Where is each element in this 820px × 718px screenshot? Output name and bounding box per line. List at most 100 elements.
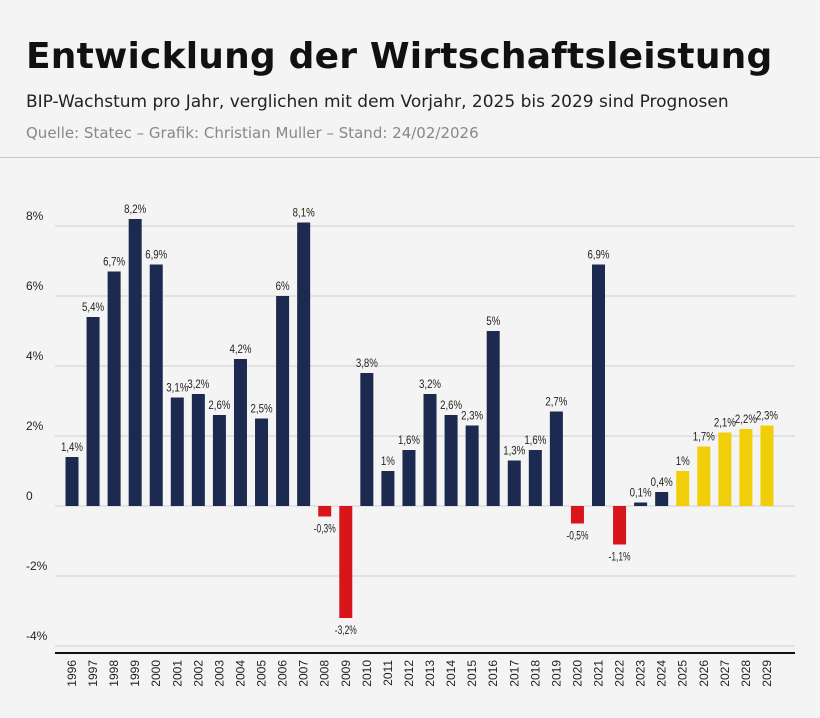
x-tick-label: 2013 [423, 660, 437, 687]
chart-title: Entwicklung der Wirtschaftsleistung [26, 36, 773, 77]
bar-2026 [697, 446, 711, 506]
data-label: 4,2% [229, 342, 251, 356]
bar-2029 [760, 425, 774, 506]
data-label: 1,4% [61, 440, 83, 454]
data-label: 1,6% [524, 433, 546, 447]
data-label: -1,1% [609, 550, 631, 564]
x-tick-label: 1998 [107, 660, 121, 687]
x-tick-label: 2021 [592, 660, 606, 687]
x-tick-label: 2027 [718, 660, 732, 687]
bar-2005 [255, 418, 269, 506]
data-label: 1,7% [693, 430, 715, 444]
data-label: 3,2% [187, 377, 209, 391]
chart-subtitle: BIP-Wachstum pro Jahr, verglichen mit de… [26, 92, 729, 112]
bar-2000 [149, 264, 163, 506]
x-tick-label: 2019 [549, 660, 563, 687]
bar-2014 [444, 415, 458, 506]
bar-2016 [486, 331, 500, 506]
x-tick-label: 2003 [212, 660, 226, 687]
x-tick-label: 2025 [676, 660, 690, 687]
data-label: 2,3% [461, 409, 483, 423]
data-label: 6% [276, 279, 290, 293]
x-tick-label: 2011 [381, 660, 395, 686]
y-tick-label: -4% [26, 629, 48, 643]
bar-2011 [381, 471, 395, 506]
data-label: 0,1% [630, 486, 652, 500]
data-label: 6,9% [588, 248, 610, 262]
y-tick-label: 6% [26, 279, 44, 293]
bar-2024 [655, 492, 669, 506]
data-label: 3,1% [166, 381, 188, 395]
bar-2015 [465, 425, 479, 506]
data-label: -0,3% [314, 522, 336, 536]
x-tick-label: 2017 [507, 660, 521, 687]
x-tick-label: 2009 [339, 660, 353, 687]
data-label: 6,7% [103, 255, 125, 269]
x-tick-label: 2026 [697, 660, 711, 687]
bar-2012 [402, 450, 416, 506]
bar-2019 [549, 411, 563, 506]
x-tick-label: 2002 [191, 660, 205, 687]
y-tick-label: 0 [26, 489, 33, 503]
bar-2009 [339, 506, 353, 618]
data-label: 3,8% [356, 356, 378, 370]
x-tick-label: 2001 [170, 660, 184, 687]
x-tick-label: 2020 [570, 660, 584, 687]
data-label: 2,6% [440, 398, 462, 412]
bar-2010 [360, 373, 374, 506]
data-label: 2,1% [714, 416, 736, 430]
x-tick-label: 2018 [528, 660, 542, 687]
data-label: -0,5% [566, 529, 588, 543]
x-tick-label: 2015 [465, 660, 479, 687]
x-tick-label: 2028 [739, 660, 753, 687]
bar-1997 [86, 317, 100, 506]
bar-2002 [191, 394, 205, 506]
data-label: 1,6% [398, 433, 420, 447]
bar-2017 [507, 460, 521, 506]
x-tick-label: 2010 [360, 660, 374, 687]
bar-2020 [570, 506, 584, 524]
bar-2027 [718, 432, 732, 506]
data-label: 3,2% [419, 377, 441, 391]
x-tick-label: 2029 [760, 660, 774, 687]
bar-2021 [592, 264, 605, 506]
data-label: 6,9% [145, 248, 167, 262]
data-label: 2,7% [545, 395, 567, 409]
bar-2008 [318, 506, 332, 517]
data-label: 5,4% [82, 300, 104, 314]
data-label: 5% [486, 314, 500, 328]
x-tick-label: 2008 [318, 660, 332, 687]
header-divider [0, 157, 820, 158]
data-label: 1,3% [503, 444, 525, 458]
y-tick-label: 2% [26, 419, 44, 433]
bar-2018 [528, 450, 542, 506]
bar-2022 [613, 506, 627, 545]
data-label: 2,2% [735, 412, 757, 426]
bar-1996 [65, 457, 79, 506]
data-label: -3,2% [335, 623, 357, 637]
bar-1998 [107, 271, 121, 506]
chart-source: Quelle: Statec – Grafik: Christian Mulle… [26, 124, 479, 142]
x-tick-label: 2023 [634, 660, 648, 687]
bar-1999 [128, 219, 142, 506]
bar-2003 [212, 415, 226, 506]
x-tick-label: 2024 [655, 660, 669, 687]
x-tick-label: 2014 [444, 660, 458, 687]
data-label: 2,5% [251, 402, 273, 416]
bar-2028 [739, 429, 753, 506]
bar-2025 [676, 471, 690, 506]
x-tick-label: 2022 [613, 660, 627, 687]
data-label: 1% [676, 454, 690, 468]
bar-2007 [297, 222, 311, 506]
data-label: 1% [381, 454, 395, 468]
x-tick-label: 2006 [276, 660, 290, 687]
data-label: 2,3% [756, 409, 778, 423]
x-tick-label: 2016 [486, 660, 500, 687]
x-tick-label: 2012 [402, 660, 416, 687]
bar-2001 [170, 397, 184, 506]
data-label: 0,4% [651, 475, 673, 489]
x-tick-label: 2007 [297, 660, 311, 687]
bar-2023 [634, 502, 648, 506]
x-tick-label: 1997 [86, 660, 100, 687]
